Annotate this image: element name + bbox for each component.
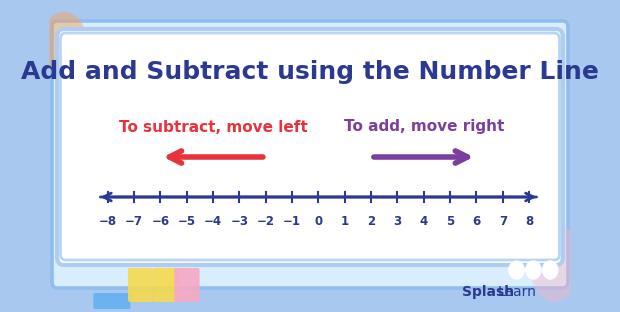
FancyBboxPatch shape [153, 268, 179, 302]
FancyBboxPatch shape [61, 33, 559, 260]
Circle shape [526, 261, 541, 279]
Text: 0: 0 [314, 215, 322, 228]
Text: −7: −7 [125, 215, 143, 228]
Text: 4: 4 [420, 215, 428, 228]
Text: −6: −6 [151, 215, 169, 228]
FancyBboxPatch shape [174, 268, 200, 302]
Text: 3: 3 [394, 215, 402, 228]
Text: 2: 2 [367, 215, 375, 228]
Text: To subtract, move left: To subtract, move left [118, 119, 308, 134]
Circle shape [542, 261, 558, 279]
Text: Splash: Splash [462, 285, 514, 299]
Text: 1: 1 [341, 215, 349, 228]
Ellipse shape [529, 222, 580, 302]
Text: −2: −2 [257, 215, 275, 228]
Text: 7: 7 [498, 215, 507, 228]
FancyBboxPatch shape [52, 21, 568, 288]
FancyBboxPatch shape [94, 293, 130, 309]
Text: 8: 8 [525, 215, 533, 228]
FancyBboxPatch shape [57, 29, 563, 265]
Text: −8: −8 [99, 215, 117, 228]
Text: −1: −1 [283, 215, 301, 228]
Ellipse shape [41, 12, 87, 72]
Text: Add and Subtract using the Number Line: Add and Subtract using the Number Line [21, 60, 599, 84]
Text: −4: −4 [204, 215, 222, 228]
Text: −5: −5 [178, 215, 196, 228]
Text: −3: −3 [231, 215, 249, 228]
Text: 5: 5 [446, 215, 454, 228]
Text: Learn: Learn [497, 285, 536, 299]
Circle shape [509, 261, 524, 279]
Text: 6: 6 [472, 215, 480, 228]
Text: To add, move right: To add, move right [343, 119, 504, 134]
FancyBboxPatch shape [128, 268, 153, 302]
